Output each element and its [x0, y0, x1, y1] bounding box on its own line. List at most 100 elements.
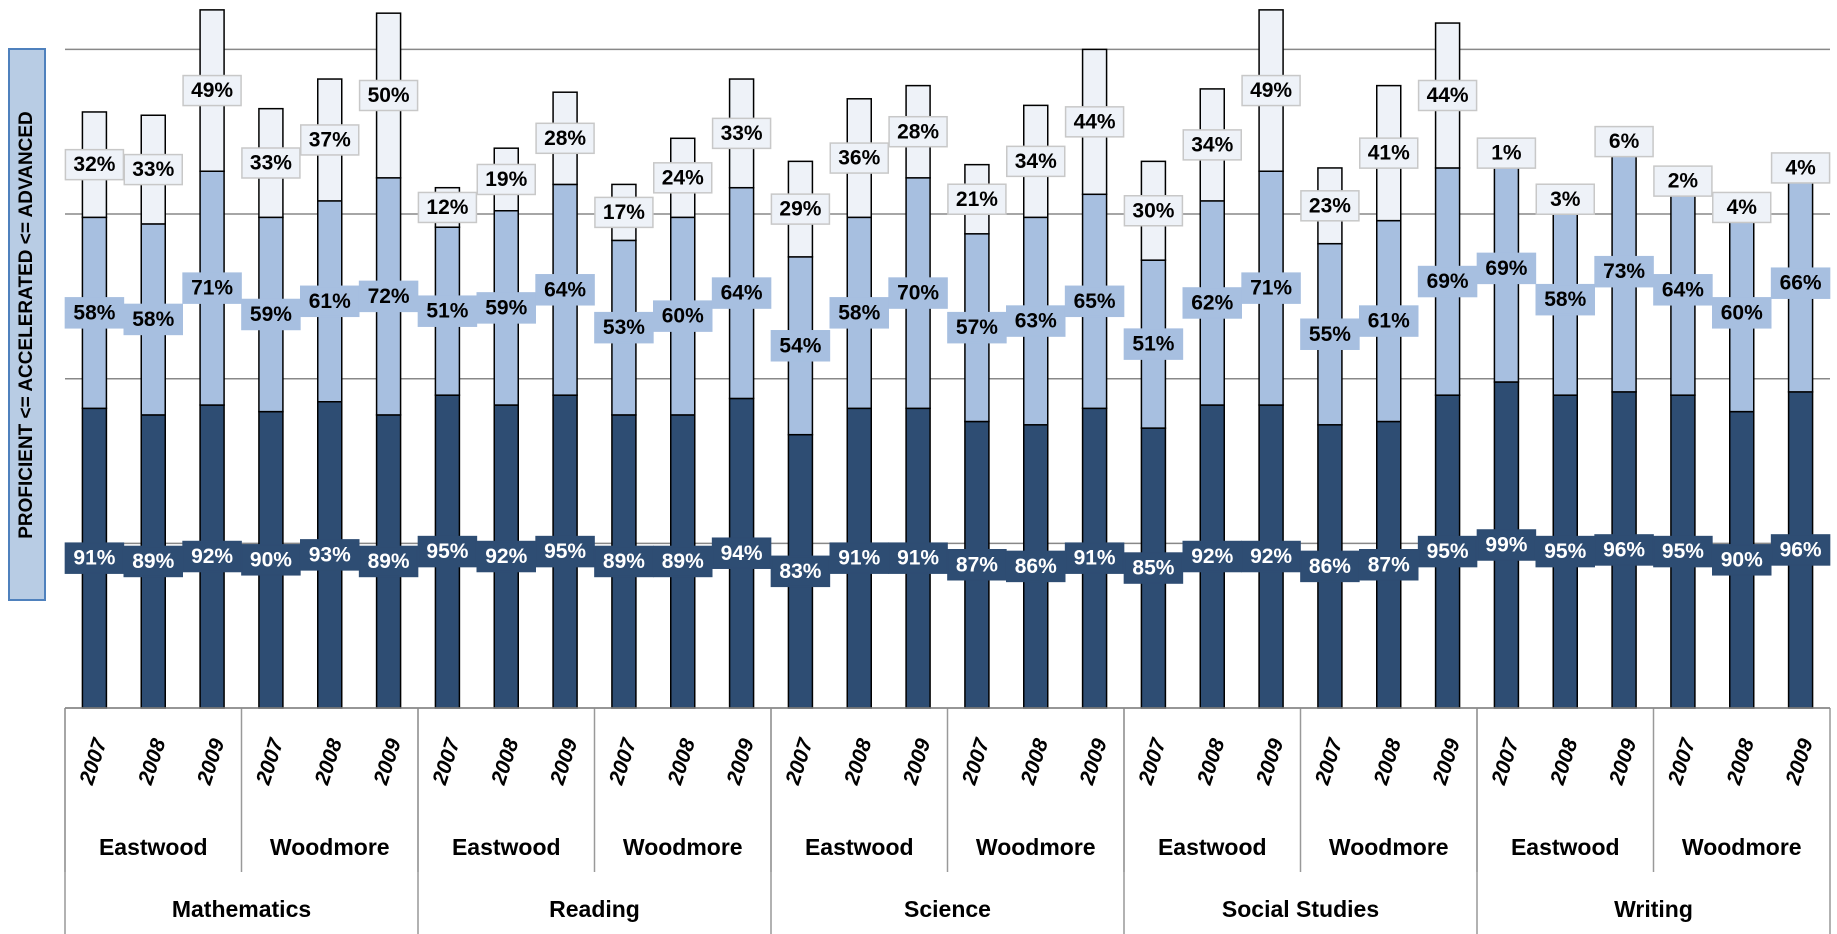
value-label: 86%: [1309, 555, 1351, 578]
value-label-box: [1594, 125, 1654, 158]
x-tick-label: 2008: [310, 736, 347, 789]
value-label: 90%: [250, 548, 292, 571]
value-label-box: [1123, 328, 1184, 360]
value-label-box: [1770, 267, 1831, 299]
value-label: 95%: [1427, 540, 1469, 563]
value-label: 59%: [485, 296, 527, 319]
x-tick-label: 2007: [252, 735, 289, 789]
x-tick-label: 2009: [546, 736, 583, 789]
x-tick-label: 2007: [958, 735, 995, 789]
value-label-box: [1182, 540, 1242, 573]
school-label: Eastwood: [99, 834, 208, 860]
school-label: Woodmore: [270, 834, 390, 860]
value-label-box: [711, 537, 772, 569]
value-label-box: [1241, 540, 1301, 573]
subject-label: Reading: [549, 896, 640, 922]
x-tick-label: 2008: [1193, 736, 1230, 789]
value-label-box: [594, 545, 654, 578]
value-label-box: [1417, 265, 1478, 298]
value-label: 91%: [838, 547, 880, 570]
value-label-box: [64, 148, 125, 181]
value-label-box: [1006, 145, 1066, 178]
value-label: 95%: [1544, 540, 1586, 563]
x-tick-label: 2007: [1134, 735, 1171, 789]
value-label: 33%: [250, 152, 292, 175]
value-label: 57%: [956, 316, 998, 339]
school-label: Woodmore: [976, 834, 1096, 860]
value-label-box: [1476, 252, 1537, 285]
value-label-box: [1535, 535, 1595, 568]
value-label-box: [1064, 285, 1125, 318]
value-label: 33%: [132, 158, 174, 181]
value-label: 96%: [1780, 538, 1822, 561]
value-label: 95%: [1662, 540, 1704, 563]
value-label: 55%: [1309, 323, 1351, 346]
value-label: 61%: [1368, 310, 1410, 333]
value-label-box: [64, 542, 125, 574]
x-tick-label: 2009: [1605, 736, 1642, 789]
value-label-box: [1770, 534, 1831, 566]
value-label-box: [1241, 74, 1301, 107]
value-label: 71%: [1250, 277, 1292, 300]
value-label-box: [1535, 183, 1595, 215]
x-tick-label: 2009: [899, 736, 936, 789]
value-label-box: [1300, 550, 1360, 583]
value-label: 73%: [1603, 260, 1645, 283]
value-label: 92%: [485, 545, 527, 568]
x-tick-label: 2007: [75, 735, 112, 789]
x-tick-label: 2009: [722, 736, 759, 789]
value-label: 86%: [1015, 555, 1057, 578]
value-label: 6%: [1609, 130, 1640, 153]
value-label-box: [888, 277, 948, 309]
value-label-box: [770, 555, 831, 588]
value-label-box: [594, 311, 654, 344]
value-label-box: [1417, 79, 1478, 112]
value-label-box: [1359, 137, 1419, 169]
value-label-box: [711, 117, 772, 150]
value-label-box: [535, 122, 595, 155]
value-label: 29%: [779, 198, 821, 221]
value-label-box: [1064, 542, 1125, 574]
value-label-box: [711, 277, 772, 309]
x-tick-label: 2008: [487, 736, 524, 789]
value-label-box: [1182, 287, 1242, 319]
value-label-box: [1594, 534, 1654, 566]
value-label: 83%: [779, 560, 821, 583]
value-label: 34%: [1015, 150, 1057, 173]
value-label: 66%: [1780, 272, 1822, 295]
value-label-box: [653, 162, 713, 194]
value-label-box: [300, 285, 360, 318]
value-label: 59%: [250, 303, 292, 326]
x-tick-label: 2008: [840, 736, 877, 789]
value-label-box: [1712, 191, 1772, 224]
value-label: 94%: [721, 542, 763, 565]
subject-label: Writing: [1614, 896, 1693, 922]
value-label: 58%: [132, 308, 174, 331]
value-label-box: [1476, 137, 1537, 169]
value-label: 28%: [897, 120, 939, 143]
value-label-box: [417, 191, 478, 224]
value-label-box: [1653, 535, 1713, 568]
value-label: 24%: [662, 166, 704, 189]
value-label-box: [1241, 272, 1301, 304]
value-label: 28%: [544, 127, 586, 150]
value-label: 19%: [485, 168, 527, 191]
value-label: 3%: [1550, 188, 1581, 211]
x-tick-label: 2008: [663, 736, 700, 789]
x-tick-label: 2009: [1781, 736, 1818, 789]
subject-label: Science: [904, 896, 991, 922]
value-label-box: [123, 153, 183, 186]
value-label: 89%: [603, 550, 645, 573]
value-label: 21%: [956, 188, 998, 211]
value-label: 87%: [956, 553, 998, 576]
value-label-box: [358, 280, 419, 313]
value-label: 90%: [1721, 548, 1763, 571]
value-label: 49%: [1250, 79, 1292, 102]
value-label-box: [476, 292, 536, 324]
value-label: 44%: [1427, 84, 1469, 107]
value-label: 60%: [662, 305, 704, 328]
value-label: 58%: [838, 301, 880, 324]
value-label: 69%: [1485, 257, 1527, 280]
y-axis-label: PROFICIENT <= ACCELERATED <= ADVANCED: [16, 111, 37, 539]
